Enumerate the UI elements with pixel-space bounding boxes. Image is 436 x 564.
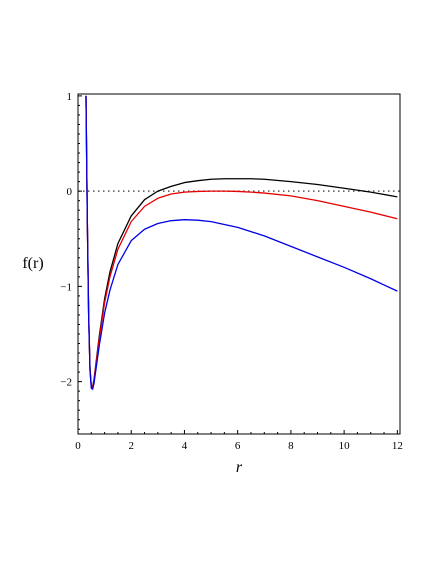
x-tick-label: 4 <box>182 440 188 452</box>
y-tick-label: −2 <box>60 377 72 389</box>
series-line <box>85 95 398 388</box>
y-tick-label: −1 <box>60 281 72 293</box>
x-tick-label: 10 <box>339 440 351 452</box>
x-axis-ticks: 0 2 4 6 8 10 12 <box>75 430 403 452</box>
series-group <box>85 95 398 390</box>
y-axis-ticks: 1 0 −1 −2 <box>60 91 82 430</box>
y-tick-label: 1 <box>67 91 73 103</box>
x-tick-label: 12 <box>392 440 403 452</box>
x-tick-label: 2 <box>128 440 134 452</box>
y-axis-label: f(r) <box>22 255 43 272</box>
plot-frame <box>77 93 401 435</box>
x-tick-label: 8 <box>288 440 294 452</box>
series-line <box>85 95 398 388</box>
x-tick-label: 6 <box>235 440 241 452</box>
series-line <box>85 95 398 390</box>
x-tick-label: 0 <box>75 440 81 452</box>
y-tick-label: 0 <box>67 186 73 198</box>
x-axis-label: r <box>236 459 243 476</box>
